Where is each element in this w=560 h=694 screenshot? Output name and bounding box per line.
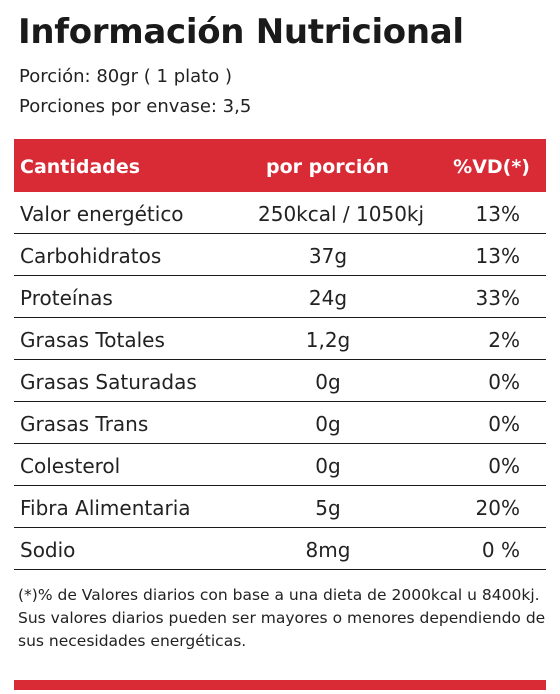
nutrient-amount: 250kcal / 1050kj [258, 202, 425, 226]
label-title: Información Nutricional [18, 12, 464, 52]
nutrient-amount: 1,2g [305, 328, 351, 352]
header-quantities: Cantidades [20, 156, 141, 178]
nutrient-name: Sodio [20, 538, 76, 562]
nutrient-dv: 13% [475, 202, 520, 226]
nutrient-name: Fibra Alimentaria [20, 496, 191, 520]
table-row: Colesterol 0g 0% [14, 444, 546, 486]
nutrient-amount: 0g [315, 454, 341, 478]
table-row: Grasas Totales 1,2g 2% [14, 318, 546, 360]
table-row: Proteínas 24g 33% [14, 276, 546, 318]
servings-per-container: Porciones por envase: 3,5 [19, 96, 252, 117]
table-row: Sodio 8mg 0 % [14, 528, 546, 570]
nutrient-name: Carbohidratos [20, 244, 162, 268]
nutrient-amount: 37g [308, 244, 348, 268]
table-row: Valor energético 250kcal / 1050kj 13% [14, 192, 546, 234]
nutrient-name: Proteínas [20, 286, 113, 310]
footnote: (*)% de Valores diarios con base a una d… [18, 586, 546, 650]
nutrient-dv: 20% [475, 496, 520, 520]
nutrient-name: Valor energético [20, 202, 184, 226]
nutrient-dv: 0% [488, 412, 520, 436]
nutrient-dv: 33% [475, 286, 520, 310]
table-row: Grasas Saturadas 0g 0% [14, 360, 546, 402]
nutrient-amount: 0g [315, 370, 341, 394]
table-row: Fibra Alimentaria 5g 20% [14, 486, 546, 528]
nutrient-dv: 0% [488, 370, 520, 394]
nutrient-name: Grasas Totales [20, 328, 165, 352]
nutrient-name: Grasas Trans [20, 412, 149, 436]
nutrient-amount: 5g [315, 496, 341, 520]
serving-size: Porción: 80gr ( 1 plato ) [19, 66, 232, 87]
nutrient-amount: 0g [315, 412, 341, 436]
header-daily-value: %VD(*) [453, 156, 530, 178]
nutrient-name: Colesterol [20, 454, 121, 478]
nutrient-amount: 8mg [305, 538, 351, 562]
nutrient-dv: 0% [488, 454, 520, 478]
nutrient-dv: 2% [488, 328, 520, 352]
table-row: Carbohidratos 37g 13% [14, 234, 546, 276]
nutrient-name: Grasas Saturadas [20, 370, 197, 394]
table-row: Grasas Trans 0g 0% [14, 402, 546, 444]
nutrient-dv: 0 % [481, 538, 520, 562]
nutrient-amount: 24g [308, 286, 348, 310]
header-per-serving: por porción [266, 156, 390, 178]
table-header: Cantidades por porción %VD(*) [14, 139, 546, 192]
nutrition-table: Cantidades por porción %VD(*) Valor ener… [14, 139, 546, 570]
nutrient-dv: 13% [475, 244, 520, 268]
bottom-accent-bar [14, 680, 546, 690]
